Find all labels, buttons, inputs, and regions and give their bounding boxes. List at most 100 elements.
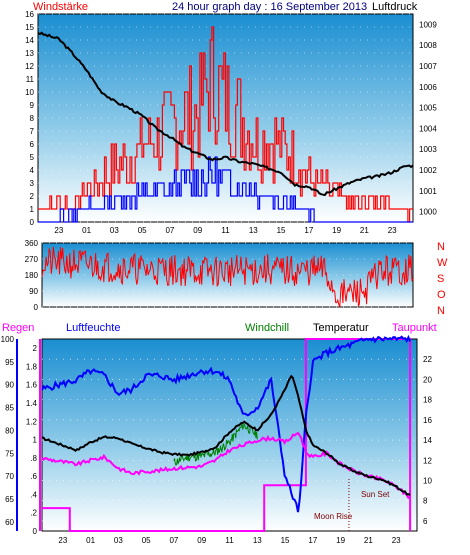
wind-tick-label: 4 xyxy=(30,166,35,175)
temperature-tick-label: 8 xyxy=(423,497,428,506)
temperature-tick-label: 10 xyxy=(423,476,432,485)
rain-tick-label: .8 xyxy=(30,454,37,463)
pressure-tick-label: 1001 xyxy=(419,187,437,196)
humidity-tick-label: 80 xyxy=(5,426,14,435)
direction-tick-label: 90 xyxy=(29,287,38,296)
wind-tick-label: 15 xyxy=(25,23,34,32)
rain-tick-label: .2 xyxy=(30,509,37,518)
hour-tick-label: 17 xyxy=(308,536,317,545)
wind-tick-label: 10 xyxy=(25,88,34,97)
pressure-tick-label: 1004 xyxy=(419,124,437,133)
compass-letter: O xyxy=(437,289,446,301)
temperature-tick-label: 6 xyxy=(423,517,428,526)
wind-tick-label: 11 xyxy=(26,75,35,84)
pressure-tick-label: 1007 xyxy=(419,62,437,71)
rain-tick-label: 1.4 xyxy=(26,399,38,408)
wind-tick-label: 1 xyxy=(30,205,35,214)
wind-direction-line xyxy=(41,246,414,308)
humidity-tick-label: 85 xyxy=(5,404,14,413)
pressure-tick-label: 1006 xyxy=(419,83,437,92)
dewpoint-line xyxy=(41,431,411,500)
hour-tick-label: 01 xyxy=(82,226,91,235)
temperature-tick-label: 22 xyxy=(423,355,432,364)
rain-y-axis: 0 .2 .4 .6 .8 1 1.2 1.4 1.6 1.8 2 xyxy=(26,339,41,536)
humidity-tick-label: 70 xyxy=(5,472,14,481)
hour-tick-label: 15 xyxy=(277,226,286,235)
hour-tick-label: 01 xyxy=(86,536,95,545)
rain-tick-label: .6 xyxy=(30,472,37,481)
wind-tick-label: 12 xyxy=(25,62,34,71)
hour-tick-label: 07 xyxy=(169,536,178,545)
pressure-y-axis: 1000 1001 1002 1003 1004 1005 1006 1007 1008 1009 xyxy=(419,20,437,216)
rain-line xyxy=(42,338,412,532)
compass-letter: N xyxy=(437,305,445,317)
humidity-line xyxy=(41,334,412,513)
luftfeuchte-label: Luftfeuchte xyxy=(66,322,120,334)
wind-tick-label: 3 xyxy=(30,179,35,188)
temperatur-label: Temperatur xyxy=(313,322,369,334)
hour-tick-label: 19 xyxy=(332,226,341,235)
wind-tick-label: 7 xyxy=(30,127,35,136)
hour-tick-label: 03 xyxy=(114,536,123,545)
pressure-tick-label: 1003 xyxy=(419,145,437,154)
direction-y-axis: 0 90 180 270 360 xyxy=(25,239,39,312)
temperature-tick-label: 18 xyxy=(423,396,432,405)
wind-tick-label: 13 xyxy=(25,49,34,58)
wind-tick-label: 6 xyxy=(30,140,35,149)
pressure-tick-label: 1008 xyxy=(419,41,437,50)
hour-tick-label: 23 xyxy=(392,536,401,545)
regen-label: Regen xyxy=(2,322,34,334)
rain-tick-label: 0 xyxy=(33,527,38,536)
pressure-line xyxy=(37,31,414,197)
wind-tick-label: 8 xyxy=(30,114,35,123)
temperature-tick-label: 14 xyxy=(423,436,432,445)
direction-tick-label: 180 xyxy=(25,271,39,280)
hour-tick-label: 13 xyxy=(249,226,258,235)
wind-speed-line xyxy=(38,156,413,223)
hour-tick-label: 05 xyxy=(142,536,151,545)
direction-tick-label: 270 xyxy=(25,255,39,264)
compass-letter: S xyxy=(437,273,444,285)
wind-gust-line xyxy=(38,26,413,223)
windstaerke-label: Windstärke xyxy=(33,1,88,13)
moonrise-label: Moon Rise xyxy=(314,512,353,521)
temperature-tick-label: 16 xyxy=(423,416,432,425)
hour-tick-label: 05 xyxy=(138,226,147,235)
hour-tick-label: 03 xyxy=(110,226,119,235)
hour-tick-label: 23 xyxy=(388,226,397,235)
humidity-tick-label: 95 xyxy=(5,358,14,367)
hour-tick-label: 17 xyxy=(304,226,313,235)
wind-tick-label: 0 xyxy=(30,218,35,227)
hour-tick-label: 19 xyxy=(336,536,345,545)
rain-tick-label: 1.6 xyxy=(26,381,38,390)
wind-tick-label: 9 xyxy=(30,101,35,110)
humidity-tick-label: 75 xyxy=(5,449,14,458)
direction-tick-label: 0 xyxy=(34,303,39,312)
hour-tick-label: 11 xyxy=(221,226,230,235)
humidity-tick-label: 90 xyxy=(5,381,14,390)
humidity-tick-label: 65 xyxy=(5,495,14,504)
chart-title: 24 hour graph day : 16 September 2013 xyxy=(172,1,367,13)
hour-tick-label: 15 xyxy=(281,536,290,545)
rain-tick-label: 1.8 xyxy=(26,362,38,371)
temp-plot-background xyxy=(41,338,418,532)
compass-letter: W xyxy=(437,257,448,269)
pressure-tick-label: 1005 xyxy=(419,104,437,113)
rain-tick-label: 1.2 xyxy=(26,417,38,426)
temperature-line xyxy=(41,374,411,496)
hour-tick-label: 23 xyxy=(58,536,67,545)
sunset-label: Sun Set xyxy=(361,490,390,499)
temp-humidity-panel: 60 65 70 75 80 85 90 95 100 0 .2 .4 .6 .8 1 1.2 1.4 1.6 1… xyxy=(1,334,432,545)
rain-tick-label: 1 xyxy=(33,436,38,445)
humidity-y-axis: 60 65 70 75 80 85 90 95 100 xyxy=(1,335,18,531)
wind-x-axis: 23 01 03 05 07 09 11 13 15 17 19 21 23 xyxy=(54,226,397,235)
hour-tick-label: 09 xyxy=(197,536,206,545)
wind-tick-label: 14 xyxy=(25,36,34,45)
temp-x-axis: 23 01 03 05 07 09 11 13 15 17 19 21 23 xyxy=(58,536,401,545)
taupunkt-label: Taupunkt xyxy=(392,322,437,334)
